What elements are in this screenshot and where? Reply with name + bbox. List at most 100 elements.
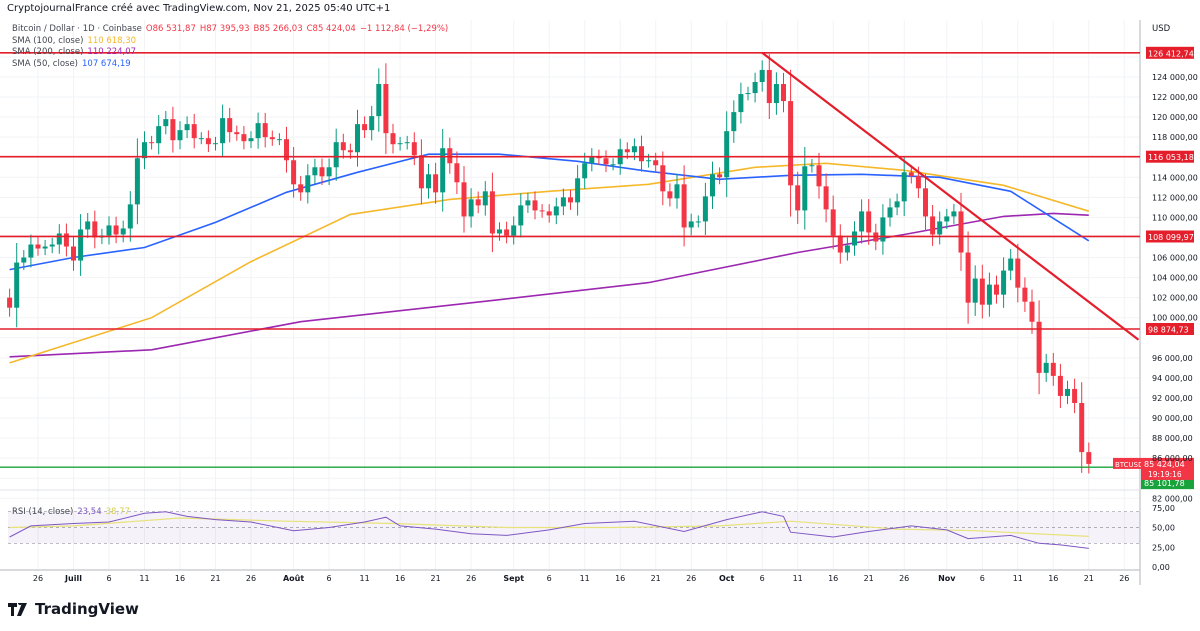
- candle-body: [546, 211, 552, 216]
- time-tick-label: 16: [828, 574, 838, 583]
- sma50-line: [9, 153, 1090, 271]
- level-price-label: 108 099,97: [1148, 233, 1194, 242]
- candle-body: [482, 191, 488, 206]
- candle-body: [646, 160, 652, 162]
- currency-label[interactable]: USD: [1152, 24, 1171, 34]
- symbol-tag-label: BTCUSD: [1115, 461, 1144, 469]
- candle-body: [241, 134, 247, 142]
- time-tick-label: 26: [899, 574, 909, 583]
- candle-body: [859, 211, 865, 232]
- candle-body: [227, 118, 233, 133]
- price-tick-label: 92 000,00: [1152, 394, 1193, 403]
- time-tick-label: 26: [686, 574, 696, 583]
- time-tick-label: 6: [760, 574, 765, 583]
- candle-body: [731, 112, 737, 132]
- time-tick-label: 11: [580, 574, 590, 583]
- candle-body: [234, 132, 240, 135]
- price-tick-label: 124 000,00: [1152, 73, 1198, 82]
- time-tick-label: 11: [1013, 574, 1023, 583]
- rsi-tick-label: 75,00: [1152, 504, 1175, 513]
- candle-body: [397, 143, 403, 145]
- time-tick-label: 26: [246, 574, 256, 583]
- ohlc-low: B85 266,03: [253, 24, 303, 34]
- legend: Bitcoin / Dollar · 1D · Coinbase O86 531,…: [12, 24, 452, 70]
- candle-body: [1079, 402, 1085, 453]
- tradingview-logo-icon: [8, 602, 27, 616]
- candle-body: [1050, 362, 1056, 376]
- candle-body: [426, 174, 431, 189]
- candle-body: [262, 123, 268, 138]
- level-price-label: 116 053,18: [1148, 153, 1194, 162]
- candle-body: [319, 167, 325, 177]
- candle-body: [575, 178, 581, 203]
- rsi-line: [9, 511, 1089, 549]
- candle-body: [376, 84, 382, 117]
- candle-body: [134, 158, 140, 205]
- candle-body: [752, 82, 758, 94]
- candle-body: [809, 165, 815, 167]
- candle-body: [177, 130, 183, 141]
- candle-body: [418, 155, 424, 189]
- candle-body: [447, 148, 453, 164]
- time-tick-label: 16: [175, 574, 185, 583]
- candle-body: [532, 200, 538, 211]
- time-tick-label: Nov: [938, 574, 956, 583]
- rsi-value: 23,54: [77, 507, 102, 517]
- candle-body: [106, 225, 112, 236]
- candle-body: [653, 160, 659, 166]
- candle-body: [340, 142, 346, 151]
- candle-body: [781, 84, 786, 102]
- candle-body: [539, 210, 545, 212]
- level-price-tag: [1146, 230, 1194, 243]
- candle-body: [276, 139, 282, 141]
- candle-body: [42, 246, 48, 249]
- candle-body: [951, 211, 957, 217]
- sma100-value: 110 618,30: [87, 35, 137, 46]
- rsi-legend: RSI (14, close) 23,54 38,77: [12, 507, 134, 519]
- candle-body: [553, 206, 559, 216]
- time-tick-label: 6: [106, 574, 111, 583]
- time-tick-label: 11: [360, 574, 370, 583]
- candle-body: [702, 196, 708, 222]
- candle-body: [923, 188, 928, 217]
- time-tick-label: 6: [547, 574, 552, 583]
- candle-body: [312, 167, 318, 176]
- candle-body: [610, 164, 616, 166]
- candle-body: [78, 229, 84, 261]
- logo-text: TradingView: [35, 600, 139, 618]
- sma50-label: SMA (50, close): [12, 58, 78, 69]
- candle-body: [582, 163, 588, 179]
- candle-body: [1072, 388, 1078, 403]
- candle-body: [1057, 375, 1063, 396]
- candle-body: [1022, 287, 1028, 302]
- descending-trendline: [761, 51, 1140, 341]
- candle-body: [298, 184, 304, 193]
- candle-body: [461, 182, 467, 217]
- candle-body: [369, 116, 375, 131]
- candle-body: [362, 124, 368, 131]
- last-price-label: 85 424,04: [1144, 460, 1185, 469]
- candle-body: [759, 69, 765, 83]
- candle-body: [49, 244, 55, 247]
- candle-body: [667, 191, 673, 199]
- candle-body: [887, 207, 893, 218]
- candle-body: [568, 197, 573, 203]
- candle-body: [1015, 258, 1021, 288]
- price-tick-label: 114 000,00: [1152, 173, 1198, 182]
- candle-body: [220, 118, 226, 144]
- price-tick-label: 122 000,00: [1152, 93, 1198, 102]
- time-tick-label: 21: [864, 574, 874, 583]
- candle-body: [894, 201, 900, 208]
- tradingview-logo[interactable]: TradingView: [8, 600, 139, 618]
- price-tick-label: 94 000,00: [1152, 374, 1193, 383]
- time-tick-label: 26: [1119, 574, 1129, 583]
- candle-body: [866, 211, 872, 233]
- sma200-line: [9, 212, 1089, 358]
- candle-body: [347, 150, 353, 153]
- candle-body: [717, 174, 723, 178]
- chart-header: CryptojournalFrance créé avec TradingVie…: [7, 3, 391, 14]
- rsi-tick-label: 25,00: [1152, 543, 1175, 552]
- level-price-tag: [1146, 150, 1194, 163]
- candle-body: [7, 297, 13, 308]
